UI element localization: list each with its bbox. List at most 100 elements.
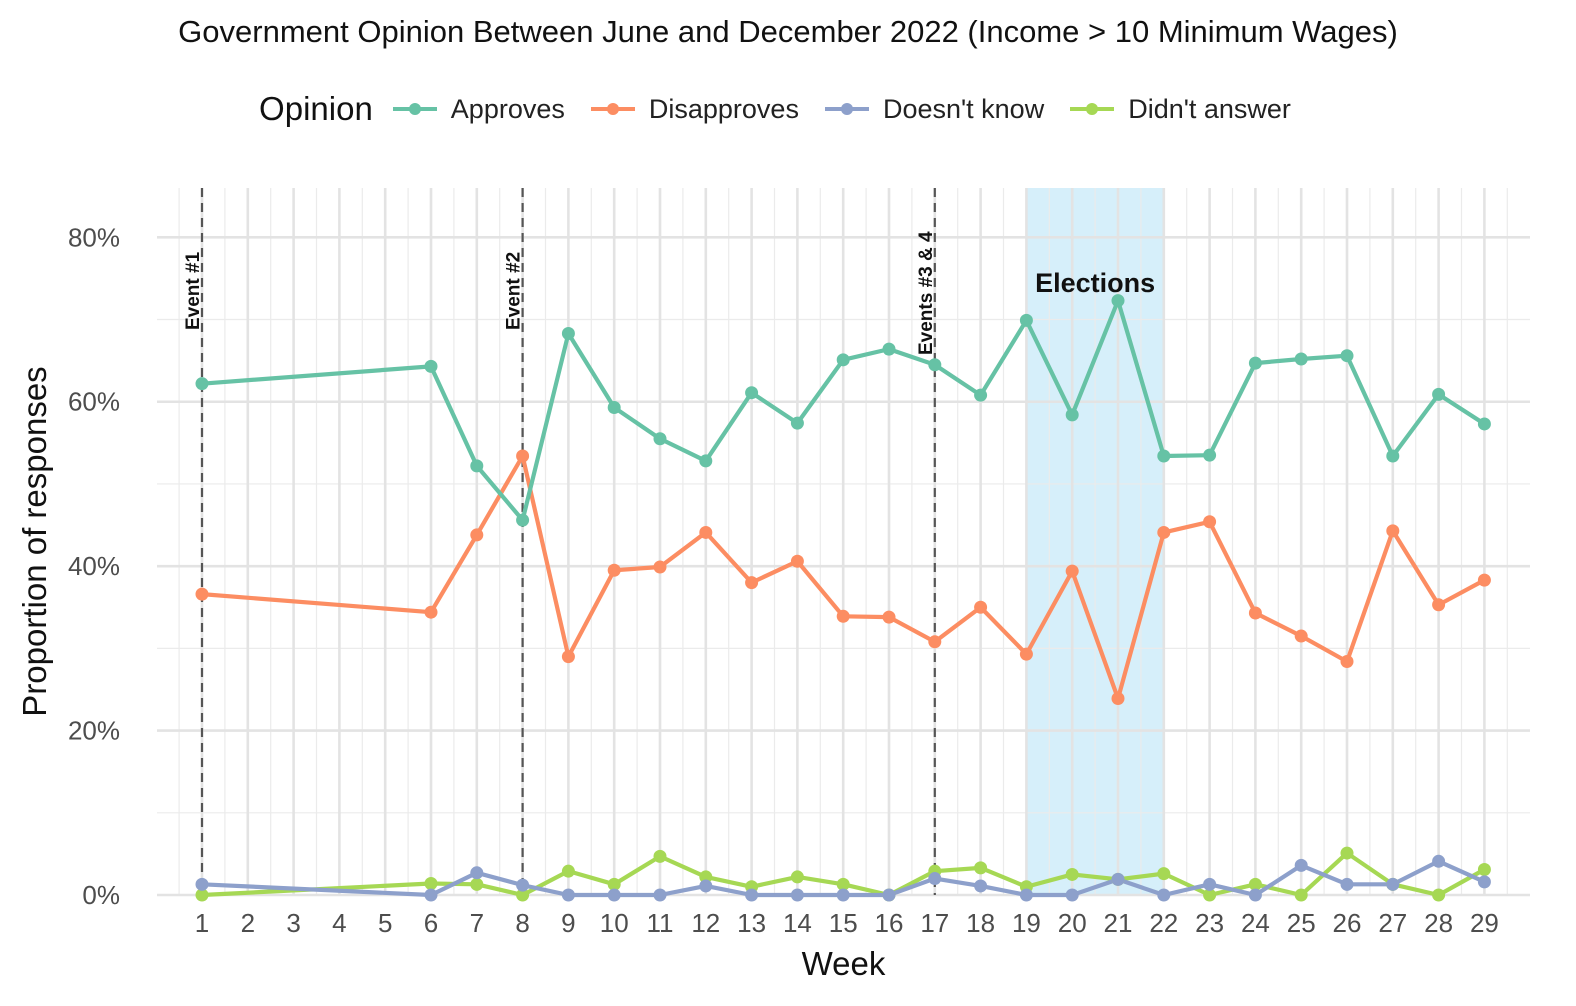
chart-title: Government Opinion Between June and Dece… — [178, 14, 1398, 49]
data-point-doesn-t-know — [1386, 877, 1400, 891]
data-point-doesn-t-know — [790, 888, 804, 902]
data-point-disapproves — [653, 560, 667, 574]
x-tick-label: 24 — [1241, 908, 1270, 938]
x-tick-label: 29 — [1470, 908, 1499, 938]
data-point-doesn-t-know — [1340, 877, 1354, 891]
data-point-approves — [790, 416, 804, 430]
x-tick-label: 1 — [195, 908, 209, 938]
data-point-didn-t-answer — [1065, 867, 1079, 881]
data-point-approves — [1340, 349, 1354, 363]
data-point-doesn-t-know — [470, 866, 484, 880]
data-point-approves — [1065, 408, 1079, 422]
legend-title: Opinion — [259, 90, 373, 127]
data-point-didn-t-answer — [653, 849, 667, 863]
data-point-disapproves — [1386, 524, 1400, 538]
data-point-didn-t-answer — [470, 877, 484, 891]
data-point-disapproves — [882, 610, 896, 624]
data-point-approves — [1294, 352, 1308, 366]
data-point-approves — [1203, 448, 1217, 462]
x-axis-title: Week — [802, 945, 886, 982]
x-tick-label: 14 — [783, 908, 812, 938]
event-label: Event #2 — [504, 252, 525, 330]
data-point-disapproves — [1019, 647, 1033, 661]
x-tick-label: 9 — [561, 908, 575, 938]
x-tick-label: 27 — [1378, 908, 1407, 938]
y-axis-title: Proportion of responses — [16, 366, 53, 716]
legend: Opinion Approves Disapproves Doesn't kno… — [0, 90, 1576, 128]
data-point-didn-t-answer — [974, 861, 988, 875]
x-tick-label: 21 — [1104, 908, 1133, 938]
data-point-doesn-t-know — [836, 888, 850, 902]
data-point-didn-t-answer — [836, 877, 850, 891]
x-tick-label: 2 — [241, 908, 255, 938]
data-point-approves — [974, 388, 988, 402]
legend-item-didnt-answer: Didn't answer — [1070, 94, 1291, 125]
legend-label-doesnt-know: Doesn't know — [882, 93, 1045, 124]
y-tick-label: 0% — [82, 880, 120, 910]
data-point-doesn-t-know — [195, 877, 209, 891]
x-tick-label: 19 — [1012, 908, 1041, 938]
data-point-approves — [195, 377, 209, 391]
data-point-disapproves — [1065, 564, 1079, 578]
data-point-disapproves — [424, 605, 438, 619]
data-point-disapproves — [470, 528, 484, 542]
x-tick-label: 26 — [1333, 908, 1362, 938]
data-point-approves — [516, 513, 530, 527]
x-tick-label: 17 — [920, 908, 949, 938]
data-point-didn-t-answer — [1340, 846, 1354, 860]
x-tick-label: 3 — [286, 908, 300, 938]
legend-item-approves: Approves — [392, 94, 565, 125]
data-point-disapproves — [516, 449, 530, 463]
legend-label-disapproves: Disapproves — [648, 93, 799, 124]
data-point-doesn-t-know — [653, 888, 667, 902]
data-point-disapproves — [1203, 515, 1217, 529]
data-point-doesn-t-know — [516, 878, 530, 892]
data-point-approves — [607, 400, 621, 414]
x-tick-label: 15 — [829, 908, 858, 938]
data-point-doesn-t-know — [1432, 854, 1446, 868]
legend-item-disapproves: Disapproves — [590, 93, 799, 125]
x-tick-label: 4 — [332, 908, 346, 938]
data-point-disapproves — [928, 635, 942, 649]
data-point-doesn-t-know — [882, 888, 896, 902]
data-point-didn-t-answer — [1248, 877, 1262, 891]
x-tick-label: 12 — [691, 908, 720, 938]
y-tick-label: 20% — [68, 716, 120, 746]
data-point-doesn-t-know — [1294, 858, 1308, 872]
data-point-doesn-t-know — [745, 888, 759, 902]
data-point-doesn-t-know — [974, 879, 988, 893]
data-point-didn-t-answer — [561, 864, 575, 878]
data-point-approves — [424, 359, 438, 373]
data-point-disapproves — [195, 587, 209, 601]
data-point-disapproves — [1157, 525, 1171, 539]
data-point-disapproves — [699, 525, 713, 539]
data-point-approves — [836, 353, 850, 367]
data-point-disapproves — [1111, 692, 1125, 706]
x-tick-label: 25 — [1287, 908, 1316, 938]
legend-key-didnt-answer — [1070, 103, 1115, 115]
legend-key-disapproves — [590, 103, 635, 115]
x-tick-label: 20 — [1058, 908, 1087, 938]
data-point-didn-t-answer — [1157, 867, 1171, 881]
data-point-doesn-t-know — [1477, 875, 1491, 889]
x-tick-label: 10 — [600, 908, 629, 938]
data-point-disapproves — [836, 609, 850, 623]
data-point-disapproves — [974, 600, 988, 614]
data-point-didn-t-answer — [790, 870, 804, 884]
legend-label-didnt-answer: Didn't answer — [1128, 93, 1291, 124]
data-point-disapproves — [745, 576, 759, 590]
data-point-approves — [1111, 294, 1125, 308]
data-point-disapproves — [1340, 655, 1354, 669]
data-point-approves — [561, 327, 575, 341]
x-tick-label: 6 — [424, 908, 438, 938]
data-point-approves — [745, 386, 759, 400]
data-point-approves — [1432, 387, 1446, 401]
y-tick-label: 40% — [68, 551, 120, 581]
data-point-disapproves — [1432, 598, 1446, 612]
data-point-approves — [1019, 313, 1033, 327]
data-point-didn-t-answer — [424, 876, 438, 890]
data-point-disapproves — [1248, 606, 1262, 620]
event-label: Event #1 — [183, 251, 204, 330]
data-point-didn-t-answer — [1432, 888, 1446, 902]
